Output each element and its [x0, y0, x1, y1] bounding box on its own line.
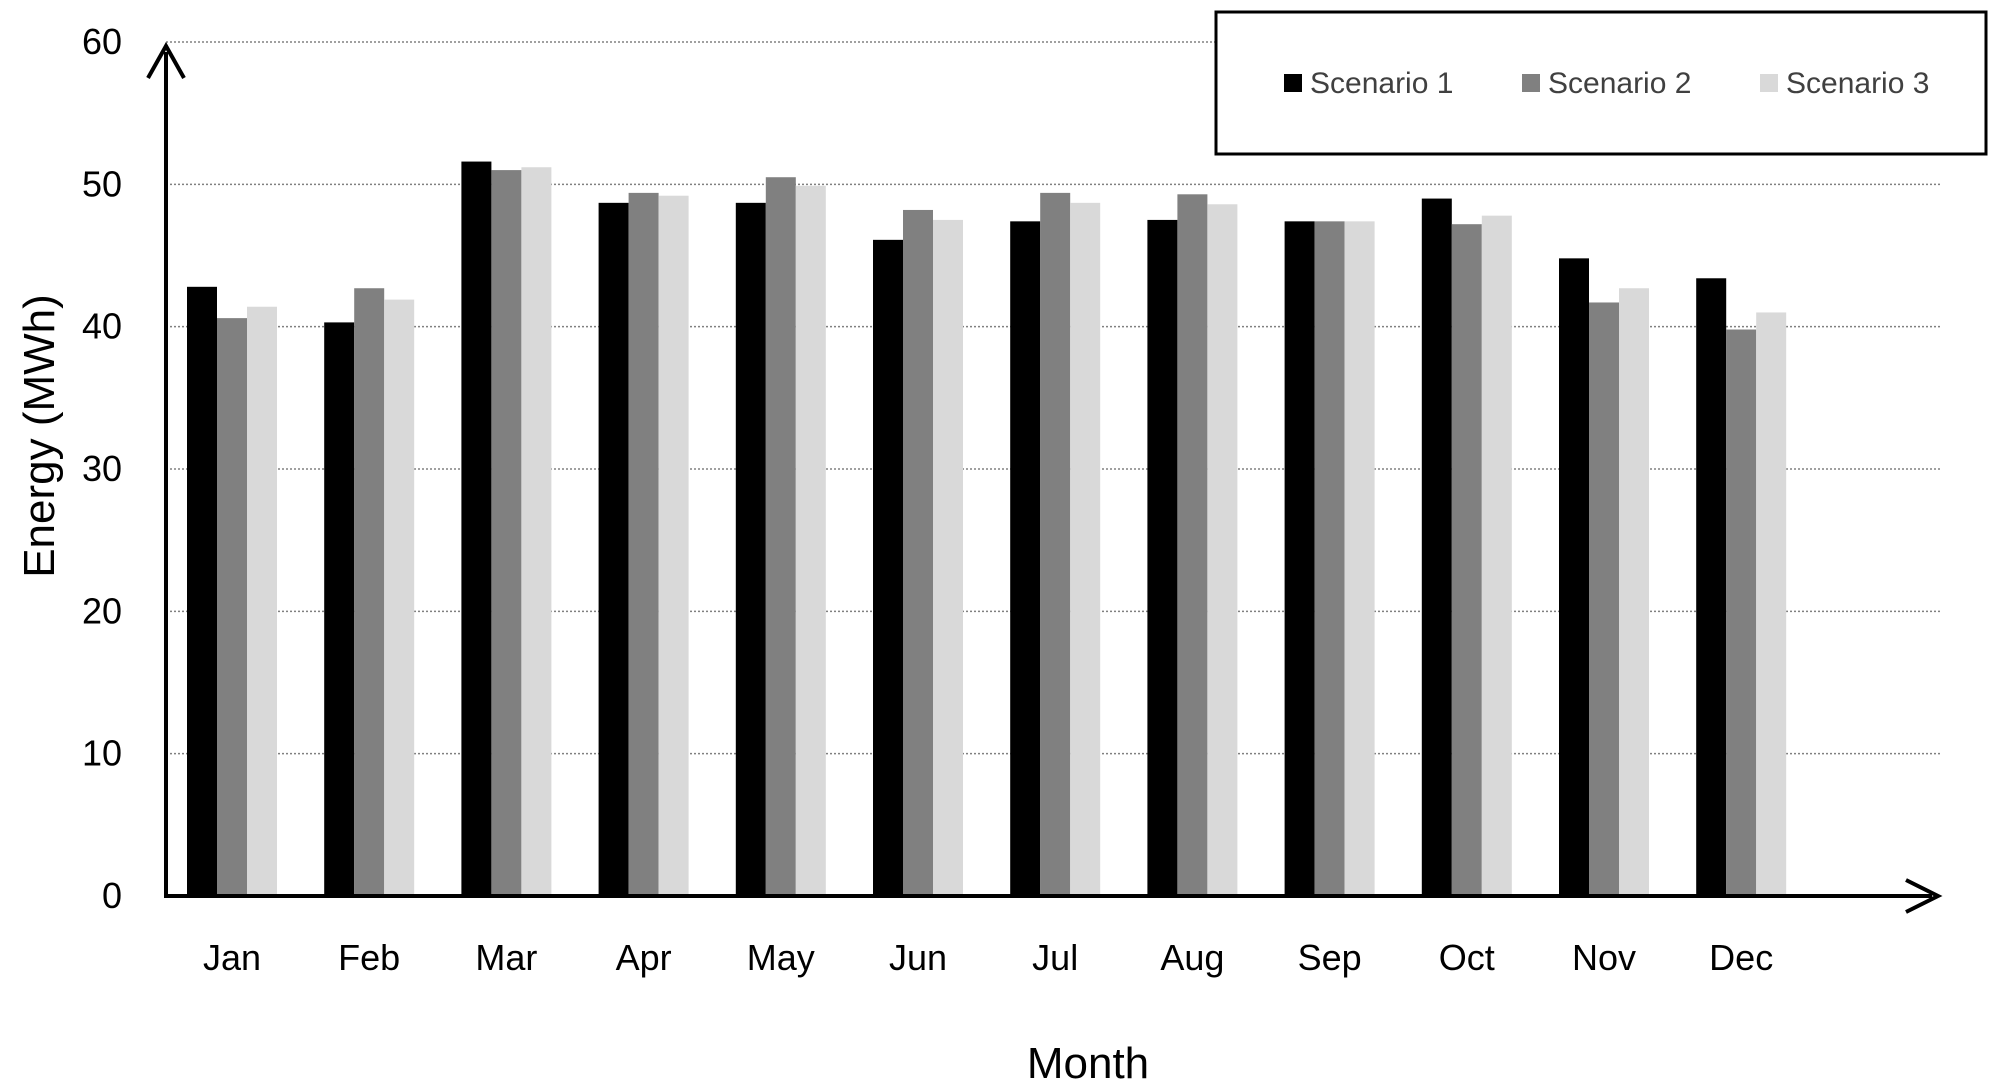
x-tick-label: Nov — [1572, 937, 1636, 978]
x-tick-label: Jun — [889, 937, 947, 978]
legend-label: Scenario 1 — [1310, 67, 1453, 100]
x-tick-label: Feb — [338, 937, 400, 978]
bar-scenario-1-nov — [1559, 258, 1589, 896]
y-tick-label: 20 — [82, 590, 122, 631]
bar-scenario-2-jun — [903, 209, 933, 896]
legend-swatch — [1760, 74, 1778, 92]
bar-scenario-2-nov — [1589, 302, 1619, 897]
bar-scenario-2-feb — [354, 288, 385, 896]
bar-scenario-3-sep — [1344, 221, 1375, 897]
bar-scenario-1-aug — [1147, 219, 1178, 896]
x-axis-arrow-icon — [1905, 878, 1943, 914]
x-tick-label: Sep — [1298, 937, 1362, 978]
x-tick-label: Oct — [1439, 937, 1495, 978]
bars — [187, 161, 1787, 897]
y-tick-label: 10 — [82, 733, 122, 774]
bar-scenario-1-feb — [324, 322, 355, 896]
bar-scenario-1-oct — [1421, 198, 1452, 897]
y-axis-arrow-icon — [146, 41, 186, 79]
bar-scenario-1-mar — [461, 161, 492, 896]
bar-scenario-3-oct — [1481, 215, 1512, 896]
bar-scenario-3-aug — [1207, 204, 1238, 896]
x-tick-label: Jul — [1032, 937, 1078, 978]
x-axis-title: Month — [1027, 1039, 1149, 1088]
bar-scenario-3-jun — [933, 219, 963, 896]
bar-scenario-2-aug — [1177, 194, 1208, 897]
bar-scenario-2-jan — [217, 318, 247, 896]
bar-scenario-3-apr — [658, 195, 689, 897]
x-tick-label: Apr — [616, 937, 672, 978]
bar-scenario-2-oct — [1451, 224, 1482, 897]
y-tick-label: 60 — [82, 21, 122, 62]
bar-scenario-3-mar — [521, 167, 552, 897]
bar-scenario-3-jan — [247, 306, 277, 896]
bar-scenario-1-dec — [1696, 278, 1727, 897]
bar-scenario-2-dec — [1726, 329, 1757, 897]
bar-scenario-1-may — [735, 202, 766, 896]
x-tick-label: May — [747, 937, 815, 978]
legend-items: Scenario 1 Scenario 2 Scenario 3 — [1284, 67, 1929, 100]
bar-scenario-1-apr — [598, 202, 629, 896]
y-tick-label: 30 — [82, 448, 122, 489]
legend-label: Scenario 3 — [1786, 67, 1929, 100]
legend: Scenario 1 Scenario 2 Scenario 3 — [1214, 10, 1988, 156]
bar-scenario-1-jul — [1010, 221, 1041, 897]
x-tick-label: Jan — [203, 937, 261, 978]
bar-scenario-1-jun — [873, 239, 903, 897]
bar-scenario-3-nov — [1619, 288, 1649, 896]
x-tick-label: Mar — [475, 937, 537, 978]
bar-scenario-3-may — [795, 185, 826, 897]
legend-label: Scenario 2 — [1548, 67, 1691, 100]
bar-scenario-3-jul — [1070, 202, 1101, 896]
bar-scenario-1-sep — [1284, 221, 1315, 897]
y-axis-title: Energy (MWh) — [15, 294, 64, 578]
legend-swatch — [1284, 74, 1302, 92]
axes — [146, 41, 1943, 914]
x-tick-label: Aug — [1160, 937, 1224, 978]
bar-scenario-2-apr — [628, 192, 659, 896]
y-tick-label: 0 — [102, 875, 122, 916]
bar-scenario-2-mar — [491, 170, 522, 897]
bar-scenario-2-jul — [1040, 192, 1071, 896]
x-tick-label: Dec — [1709, 937, 1773, 978]
bar-scenario-1-jan — [187, 286, 217, 896]
bar-scenario-2-sep — [1314, 221, 1345, 897]
y-tick-labels: 0 10 20 30 40 50 60 — [82, 21, 122, 916]
bar-scenario-2-may — [765, 177, 796, 896]
legend-box — [1214, 10, 1988, 156]
y-tick-label: 50 — [82, 163, 122, 204]
bar-scenario-3-dec — [1756, 312, 1787, 896]
y-tick-label: 40 — [82, 306, 122, 347]
x-tick-labels: Jan Feb Mar Apr May Jun Jul Aug Sep Oct Nov Dec — [203, 937, 1773, 978]
legend-swatch — [1522, 74, 1540, 92]
bar-scenario-3-feb — [384, 299, 415, 897]
